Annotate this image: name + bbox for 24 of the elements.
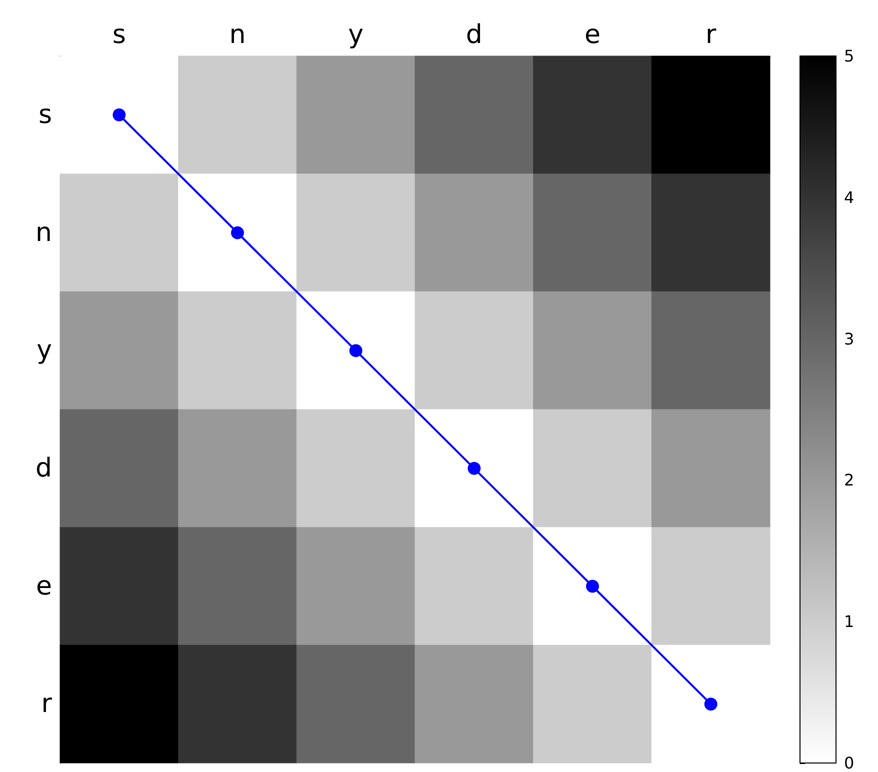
color-bar-label: 2 <box>844 470 854 490</box>
y-tick-label: n <box>36 218 52 248</box>
y-tick-label: d <box>35 453 52 484</box>
color-bar-label: 1 <box>844 612 854 632</box>
color-bar-label: 3 <box>844 329 854 348</box>
color-bar-label: 0 <box>844 754 854 772</box>
color-bar-label: 4 <box>844 188 854 207</box>
x-tick-label: r <box>705 20 716 50</box>
x-tick-label: s <box>112 20 126 50</box>
point <box>468 462 481 475</box>
y-tick-label: y <box>36 336 52 366</box>
point <box>586 580 599 593</box>
point <box>349 344 362 358</box>
color-bar-label: 5 <box>844 46 854 66</box>
point <box>231 226 244 240</box>
point <box>112 108 126 122</box>
x-tick-label: n <box>229 20 246 50</box>
point <box>704 698 718 711</box>
x-tick-label: y <box>348 20 364 50</box>
y-tick-label: e <box>36 571 52 602</box>
y-tick-label: s <box>38 100 52 130</box>
y-tick-label: r <box>41 689 52 720</box>
x-tick-label: e <box>584 20 600 50</box>
x-tick-label: d <box>466 20 482 50</box>
